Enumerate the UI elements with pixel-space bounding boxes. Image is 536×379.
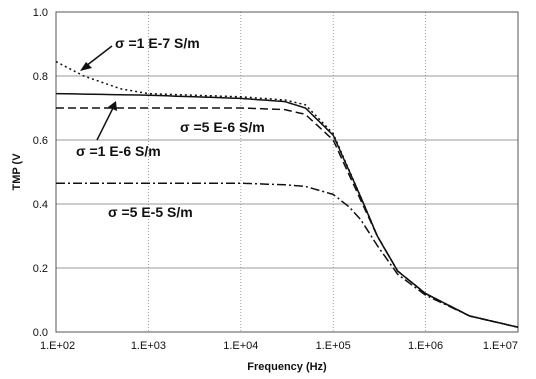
series-line-4 xyxy=(56,182,519,328)
x-grid xyxy=(55,12,519,332)
y-grid xyxy=(56,11,518,333)
x-tick-labels: 1.E+02 1.E+03 1.E+04 1.E+05 1.E+06 1.E+07 xyxy=(40,340,518,352)
arrow-line-1e-6 xyxy=(96,107,114,141)
series-line-2 xyxy=(55,92,519,328)
y-tick-label: 1.0 xyxy=(33,7,48,19)
y-tick-label: 0.8 xyxy=(33,71,48,83)
label-series-5e-5: σ =5 E-5 S/m xyxy=(108,204,193,220)
annotation-arrows xyxy=(80,45,117,141)
y-tick-labels: 0.0 0.2 0.4 0.6 0.8 1.0 xyxy=(33,7,48,339)
x-tick-label: 1.E+06 xyxy=(408,340,443,352)
x-tick-label: 1.E+04 xyxy=(223,340,258,352)
plot-frame xyxy=(55,11,519,333)
label-series-1e-7: σ =1 E-7 S/m xyxy=(115,35,200,51)
arrow-head-1e-6 xyxy=(108,101,117,111)
y-axis-title: TMP (V xyxy=(11,153,23,191)
y-tick-label: 0.6 xyxy=(33,135,48,147)
series-line-1 xyxy=(55,60,519,328)
y-tick-label: 0.0 xyxy=(33,327,48,339)
arrow-head-1e-7 xyxy=(80,62,92,71)
x-tick-label: 1.E+02 xyxy=(40,340,75,352)
x-tick-label: 1.E+03 xyxy=(131,340,166,352)
x-axis-title: Frequency (Hz) xyxy=(247,361,327,373)
x-tick-label: 1.E+05 xyxy=(316,340,351,352)
y-tick-label: 0.4 xyxy=(33,199,48,211)
label-series-1e-6: σ =1 E-6 S/m xyxy=(76,143,161,159)
series-line-3 xyxy=(56,107,519,328)
arrow-line-1e-7 xyxy=(85,45,113,67)
x-tick-label: 1.E+07 xyxy=(483,340,518,352)
y-tick-label: 0.2 xyxy=(33,263,48,275)
series-lines xyxy=(55,60,519,328)
label-series-5e-6: σ =5 E-6 S/m xyxy=(180,119,265,135)
